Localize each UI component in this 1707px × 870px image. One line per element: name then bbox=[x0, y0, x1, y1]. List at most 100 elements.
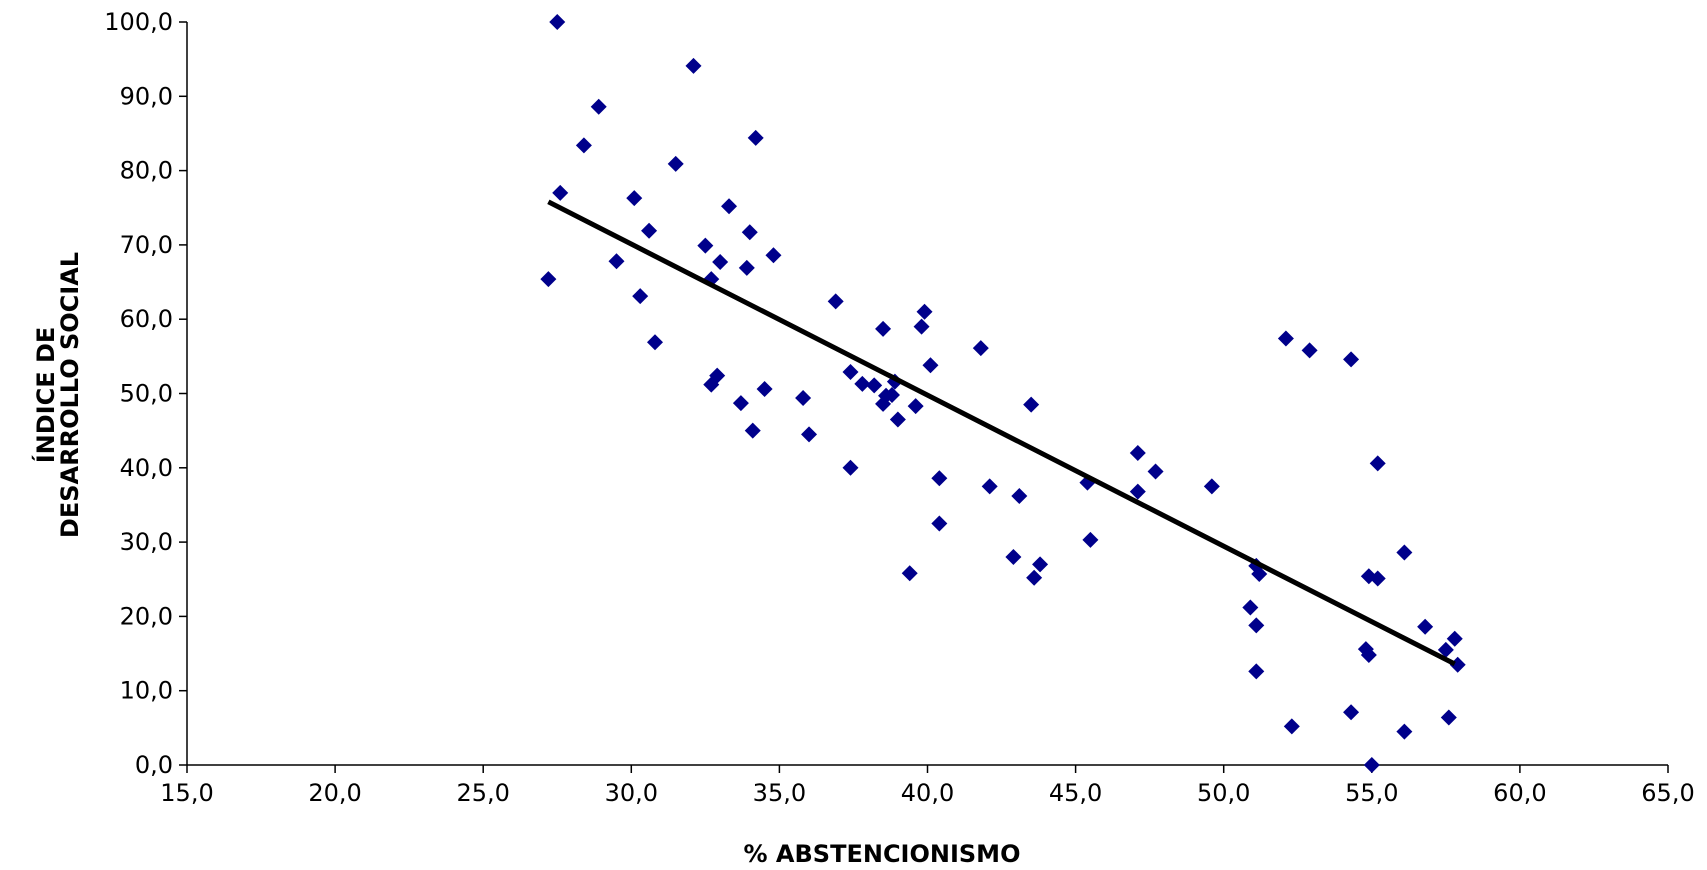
data-point bbox=[1026, 569, 1043, 586]
data-point bbox=[972, 340, 989, 357]
data-point bbox=[1369, 455, 1386, 472]
x-tick-label: 40,0 bbox=[901, 779, 954, 807]
data-point bbox=[795, 389, 812, 406]
data-point bbox=[540, 271, 557, 288]
data-point bbox=[1363, 757, 1380, 773]
x-tick-label: 45,0 bbox=[1049, 779, 1102, 807]
data-point bbox=[1440, 709, 1457, 726]
data-point bbox=[685, 57, 702, 74]
data-point bbox=[1005, 548, 1022, 565]
data-point bbox=[1369, 570, 1386, 587]
data-point bbox=[1242, 599, 1259, 616]
data-point bbox=[1023, 396, 1040, 413]
data-point bbox=[901, 565, 918, 582]
data-point bbox=[626, 190, 643, 207]
data-point bbox=[756, 381, 773, 398]
x-tick-label: 55,0 bbox=[1345, 779, 1398, 807]
data-point bbox=[575, 137, 592, 154]
data-point bbox=[1283, 718, 1300, 735]
data-point bbox=[608, 253, 625, 270]
data-point bbox=[913, 318, 930, 335]
data-point bbox=[1277, 330, 1294, 347]
data-point bbox=[549, 14, 566, 30]
data-point bbox=[916, 303, 933, 320]
x-tick-label: 35,0 bbox=[753, 779, 806, 807]
data-point bbox=[552, 184, 569, 201]
y-tick-label: 10,0 bbox=[120, 677, 173, 705]
x-tick-label: 60,0 bbox=[1493, 779, 1546, 807]
x-ticks: 15,0 20,0 25,0 30,0 35,0 40,0 45,0 50,0 55,0 60,0… bbox=[160, 765, 1695, 807]
data-point bbox=[1248, 663, 1265, 680]
data-point bbox=[931, 515, 948, 532]
data-point bbox=[765, 247, 782, 264]
data-point bbox=[703, 376, 720, 393]
data-point bbox=[1129, 483, 1146, 500]
x-tick-label: 25,0 bbox=[456, 779, 509, 807]
data-point bbox=[697, 237, 714, 254]
data-point bbox=[1011, 488, 1028, 505]
data-point bbox=[875, 395, 892, 412]
data-point bbox=[889, 411, 906, 428]
data-point bbox=[721, 198, 738, 215]
y-tick-label: 60,0 bbox=[120, 305, 173, 333]
data-point bbox=[1147, 463, 1164, 480]
data-point bbox=[1203, 478, 1220, 495]
data-point bbox=[1343, 351, 1360, 368]
data-point bbox=[1301, 342, 1318, 359]
data-point bbox=[744, 422, 761, 439]
y-axis-title-line-2: DESARROLLO SOCIAL bbox=[56, 252, 84, 538]
x-tick-label: 30,0 bbox=[605, 779, 658, 807]
y-tick-label: 80,0 bbox=[120, 157, 173, 185]
y-tick-label: 40,0 bbox=[120, 454, 173, 482]
trendline bbox=[547, 199, 1456, 667]
data-point bbox=[875, 320, 892, 337]
data-point bbox=[854, 375, 871, 392]
data-point bbox=[922, 357, 939, 374]
data-point bbox=[1396, 723, 1413, 740]
data-point bbox=[1129, 444, 1146, 461]
x-tick-label: 20,0 bbox=[308, 779, 361, 807]
y-axis-title-line-1: ÍNDICE DE bbox=[31, 327, 60, 464]
data-point bbox=[1082, 531, 1099, 548]
data-point bbox=[907, 398, 924, 415]
data-point bbox=[747, 129, 764, 146]
data-point bbox=[1251, 566, 1268, 583]
data-point bbox=[866, 377, 883, 394]
data-point bbox=[842, 363, 859, 380]
data-point bbox=[1248, 617, 1265, 634]
data-points bbox=[540, 14, 1466, 773]
data-point bbox=[590, 98, 607, 115]
y-tick-label: 30,0 bbox=[120, 528, 173, 556]
data-point bbox=[1396, 544, 1413, 561]
x-tick-label: 50,0 bbox=[1197, 779, 1250, 807]
y-tick-label: 90,0 bbox=[120, 82, 173, 110]
data-point bbox=[641, 222, 658, 239]
data-point bbox=[1437, 641, 1454, 658]
x-axis-title: % ABSTENCIONISMO bbox=[744, 840, 1021, 868]
data-point bbox=[1417, 618, 1434, 635]
y-axis-title: ÍNDICE DE DESARROLLO SOCIAL bbox=[31, 252, 84, 538]
data-point bbox=[712, 253, 729, 270]
data-point bbox=[632, 288, 649, 305]
data-point bbox=[741, 224, 758, 241]
data-point bbox=[981, 478, 998, 495]
data-point bbox=[931, 470, 948, 487]
data-point bbox=[732, 395, 749, 412]
data-point bbox=[1360, 647, 1377, 664]
data-point bbox=[801, 426, 818, 443]
data-point bbox=[1032, 556, 1049, 573]
data-point bbox=[1446, 630, 1463, 647]
data-point bbox=[667, 155, 684, 172]
data-point bbox=[827, 293, 844, 310]
y-tick-label: 20,0 bbox=[120, 602, 173, 630]
y-ticks: 0,0 10,0 20,0 30,0 40,0 50,0 60,0 70,0 80,0 90,0 1… bbox=[104, 8, 187, 779]
data-point bbox=[842, 459, 859, 476]
data-point bbox=[1343, 704, 1360, 721]
x-tick-label: 65,0 bbox=[1641, 779, 1694, 807]
y-tick-label: 0,0 bbox=[135, 751, 173, 779]
data-point bbox=[738, 259, 755, 276]
x-tick-label: 15,0 bbox=[160, 779, 213, 807]
y-tick-label: 70,0 bbox=[120, 231, 173, 259]
trendline-group bbox=[547, 199, 1456, 667]
